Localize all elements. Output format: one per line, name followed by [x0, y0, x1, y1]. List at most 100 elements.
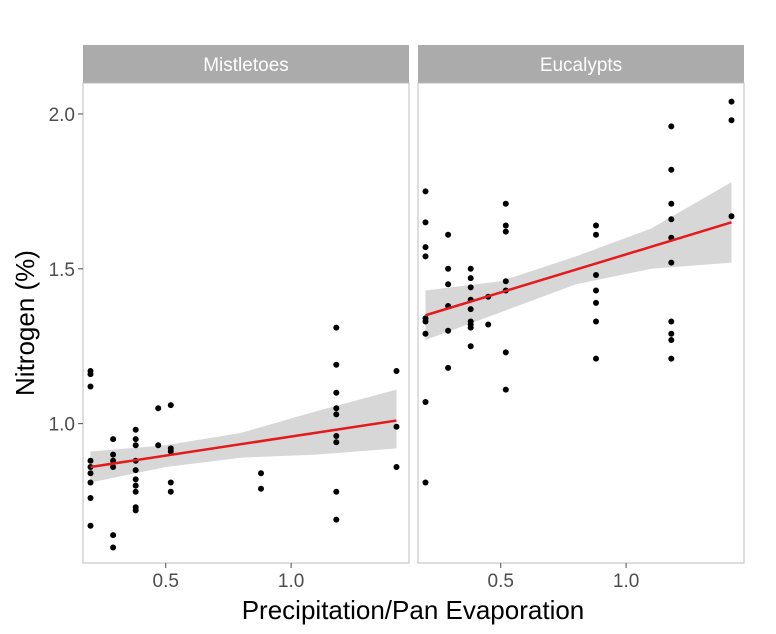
- data-point: [132, 482, 139, 489]
- data-point: [422, 399, 429, 405]
- data-point: [728, 117, 735, 124]
- data-point: [422, 479, 429, 486]
- data-point: [445, 364, 452, 371]
- data-point: [132, 442, 139, 449]
- data-point: [467, 306, 474, 313]
- data-point: [467, 265, 474, 272]
- data-point: [668, 259, 675, 266]
- data-point: [467, 324, 474, 331]
- data-point: [728, 98, 735, 105]
- data-point: [668, 318, 675, 325]
- data-point: [593, 222, 599, 229]
- data-point: [502, 222, 509, 229]
- data-point: [132, 507, 139, 514]
- x-tick-label: 0.5: [488, 571, 514, 592]
- data-point: [422, 188, 429, 195]
- x-tick-label: 0.5: [153, 571, 179, 592]
- data-point: [445, 327, 452, 334]
- data-point: [333, 516, 340, 523]
- panels-layer: Mistletoes Eucalypts: [82, 45, 745, 564]
- data-point: [502, 200, 509, 207]
- data-point: [445, 265, 452, 272]
- data-point: [258, 470, 264, 477]
- data-point: [132, 476, 139, 483]
- data-point: [87, 371, 94, 378]
- data-point: [668, 330, 675, 337]
- confidence-band: [90, 389, 397, 483]
- data-point: [593, 272, 599, 278]
- y-tick-label: 1.5: [49, 260, 75, 281]
- data-point: [333, 324, 340, 331]
- data-point: [333, 488, 340, 495]
- data-point: [132, 467, 139, 474]
- data-point: [155, 442, 162, 449]
- data-point: [258, 485, 264, 492]
- data-point: [167, 479, 174, 486]
- y-axis-title: Nitrogen (%): [10, 250, 40, 396]
- data-point: [593, 355, 599, 362]
- facet-strip: [418, 45, 744, 83]
- data-point: [132, 426, 139, 433]
- data-point: [422, 219, 429, 226]
- data-point: [668, 166, 675, 173]
- panel-eucalypts: Eucalypts: [417, 45, 745, 564]
- data-point: [333, 411, 340, 418]
- data-point: [333, 439, 340, 446]
- data-point: [668, 123, 675, 130]
- data-point: [87, 495, 94, 501]
- data-point: [393, 423, 400, 430]
- data-point: [333, 361, 340, 368]
- panel-mistletoes: Mistletoes: [82, 45, 410, 564]
- data-point: [87, 479, 94, 486]
- data-point: [87, 470, 94, 477]
- confidence-band: [425, 182, 732, 340]
- data-point: [87, 464, 94, 470]
- x-axis: 0.5 1.0 0.5 1.0: [153, 563, 639, 592]
- data-point: [87, 383, 94, 390]
- data-point: [155, 405, 162, 412]
- y-axis: 1.0 1.5 2.0: [49, 105, 83, 436]
- facet-strip-label: Eucalypts: [540, 55, 622, 76]
- data-point: [502, 228, 509, 235]
- data-point: [422, 253, 429, 260]
- data-point: [167, 448, 174, 455]
- data-point: [167, 488, 174, 495]
- data-point: [110, 436, 117, 443]
- data-point: [502, 349, 509, 356]
- data-point: [333, 405, 340, 412]
- data-point: [87, 522, 94, 529]
- data-point: [593, 299, 599, 306]
- data-point: [668, 216, 675, 223]
- panel-frame: [82, 82, 410, 564]
- data-point: [110, 464, 117, 470]
- data-point: [668, 355, 675, 362]
- data-point: [422, 244, 429, 251]
- data-point: [132, 436, 139, 443]
- facet-strip: [83, 45, 409, 83]
- data-point: [467, 343, 474, 350]
- y-tick-label: 1.0: [49, 415, 75, 436]
- data-point: [593, 231, 599, 238]
- data-point: [467, 275, 474, 282]
- x-axis-title: Precipitation/Pan Evaporation: [242, 595, 585, 625]
- data-point: [110, 532, 117, 539]
- data-point: [87, 457, 94, 464]
- data-point: [393, 464, 400, 470]
- x-tick-label: 1.0: [278, 571, 304, 592]
- regression-line: [425, 221, 732, 317]
- data-point: [422, 330, 429, 337]
- data-point: [593, 287, 599, 294]
- data-point: [393, 368, 400, 374]
- data-point: [485, 321, 492, 328]
- data-point: [110, 451, 117, 458]
- data-point: [333, 389, 340, 396]
- regression-line: [90, 419, 397, 469]
- data-point: [502, 386, 509, 393]
- data-point: [593, 318, 599, 325]
- data-point: [422, 318, 429, 325]
- data-point: [167, 402, 174, 409]
- data-point: [668, 337, 675, 343]
- data-point: [333, 433, 340, 439]
- data-point: [668, 200, 675, 207]
